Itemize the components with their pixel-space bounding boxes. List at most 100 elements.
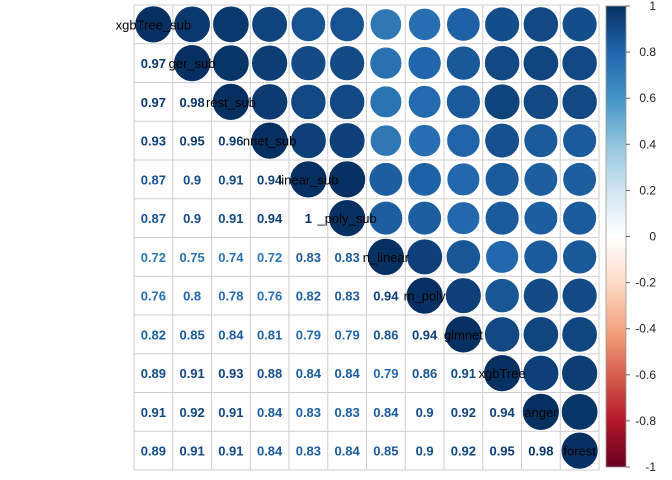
diagonal-labels: xgbTree_sub ger_sub rest_sub nnet_sublinear… <box>116 17 597 458</box>
correlation-circle <box>173 44 212 83</box>
correlation-circle <box>446 123 481 158</box>
correlation-circle <box>484 316 521 353</box>
correlation-circle <box>250 121 289 160</box>
correlation-circle <box>251 6 288 43</box>
correlation-value: 0.94 <box>489 405 515 420</box>
correlation-circle <box>251 44 289 82</box>
correlation-value: 0.9 <box>416 444 434 459</box>
correlation-circle <box>484 122 520 159</box>
correlation-value: 0.82 <box>296 289 321 304</box>
correlation-circle <box>444 315 483 354</box>
correlation-value: 0.76 <box>257 289 282 304</box>
correlation-circle <box>560 393 599 431</box>
correlation-value: 0.93 <box>218 366 243 381</box>
correlation-circle <box>369 124 402 157</box>
correlation-circles <box>134 5 599 470</box>
correlation-value: 0.91 <box>451 366 476 381</box>
correlation-circle <box>369 46 403 80</box>
correlation-value: 0.91 <box>218 444 243 459</box>
correlation-circle <box>368 200 404 236</box>
correlation-value: 0.85 <box>373 444 398 459</box>
correlation-value: 0.84 <box>257 405 283 420</box>
correlation-circle <box>407 162 442 197</box>
correlation-value: 0.89 <box>141 444 166 459</box>
correlation-value: 0.84 <box>218 327 244 342</box>
correlation-circle <box>561 45 598 82</box>
correlation-circle <box>446 162 481 197</box>
correlation-value: 1 <box>305 211 312 226</box>
correlation-value: 0.95 <box>489 444 514 459</box>
correlation-circle <box>484 45 521 82</box>
correlation-value: 0.72 <box>141 250 166 265</box>
legend-tick-label: 0.4 <box>639 137 656 151</box>
legend-tick-label: -0.6 <box>635 368 656 382</box>
correlation-circle <box>484 162 520 197</box>
legend-tick-label: -0.4 <box>635 322 656 336</box>
correlation-value: 0.95 <box>179 134 204 149</box>
correlation-circle <box>329 6 365 43</box>
correlation-value: 0.9 <box>183 211 201 226</box>
legend-tick-label: -0.2 <box>635 276 656 290</box>
correlation-circle <box>562 123 597 158</box>
correlation-circle <box>561 6 598 43</box>
correlation-circle <box>251 83 289 121</box>
correlation-value: 0.91 <box>179 444 204 459</box>
legend-tick-label: 1 <box>649 0 656 13</box>
correlation-circle <box>369 85 403 119</box>
correlation-value: 0.83 <box>334 289 359 304</box>
correlation-circle <box>328 122 366 159</box>
correlation-value: 0.83 <box>296 444 321 459</box>
correlation-circle <box>290 122 327 159</box>
correlation-circle <box>561 83 598 120</box>
correlation-circle <box>522 83 559 120</box>
correlation-value: 0.86 <box>373 327 398 342</box>
color-legend: 1 0.8 0.6 0.4 0.2 0 -0.2 -0.4 -0.6 -0.8 -1 <box>605 0 656 474</box>
correlation-circle <box>366 237 405 276</box>
correlation-values: 0.970.97 0.980.93 0.95 0.960.87 0.9 0.91 0.940… <box>141 56 554 459</box>
correlation-circle <box>134 5 173 44</box>
correlation-value: 0.88 <box>257 366 282 381</box>
correlation-circle <box>523 200 559 236</box>
correlation-value: 0.89 <box>141 366 166 381</box>
correlation-value: 0.97 <box>141 95 166 110</box>
correlation-circle <box>408 7 442 41</box>
correlation-value: 0.78 <box>218 289 243 304</box>
diagonal-variable-label: linear_sub <box>278 172 338 187</box>
legend-tick-label: -0.8 <box>635 414 656 428</box>
diagonal-variable-label: m_poly <box>404 289 446 304</box>
correlation-circle <box>406 238 443 276</box>
correlation-circle <box>290 6 327 43</box>
correlation-value: 0.91 <box>218 405 243 420</box>
diagonal-variable-label: forest <box>563 444 596 459</box>
diagonal-variable-label: ger_sub <box>169 56 216 71</box>
correlation-circle <box>522 44 560 82</box>
correlation-circle <box>173 5 211 43</box>
correlation-circle <box>445 239 481 275</box>
correlation-value: 0.83 <box>296 405 321 420</box>
correlation-value: 0.76 <box>141 289 166 304</box>
correlation-circle <box>407 46 442 81</box>
correlation-value: 0.94 <box>257 211 283 226</box>
correlation-circle <box>561 277 598 314</box>
correlation-value: 0.9 <box>416 405 434 420</box>
correlation-circle <box>211 82 250 121</box>
correlation-value: 0.91 <box>141 405 166 420</box>
diagonal-variable-label: xgbTree <box>479 366 526 381</box>
correlation-value: 0.84 <box>334 444 360 459</box>
grid-lines <box>133 4 600 471</box>
legend-tick-label: 0.8 <box>639 45 656 59</box>
correlation-value: 0.79 <box>373 366 398 381</box>
correlation-value: 0.98 <box>179 95 204 110</box>
legend-tick-label: -1 <box>645 460 656 474</box>
diagonal-variable-label: nnet_sub <box>243 134 297 149</box>
correlation-circle <box>521 392 560 431</box>
correlation-circle <box>405 276 444 315</box>
correlation-value: 0.8 <box>183 289 201 304</box>
correlation-value: 0.79 <box>296 327 321 342</box>
correlation-circle <box>445 277 482 314</box>
correlation-value: 0.79 <box>334 327 359 342</box>
correlation-circle <box>445 45 481 81</box>
legend-tick-label: 0.6 <box>639 91 656 105</box>
correlation-value: 0.84 <box>257 444 283 459</box>
correlation-circle <box>523 239 559 275</box>
